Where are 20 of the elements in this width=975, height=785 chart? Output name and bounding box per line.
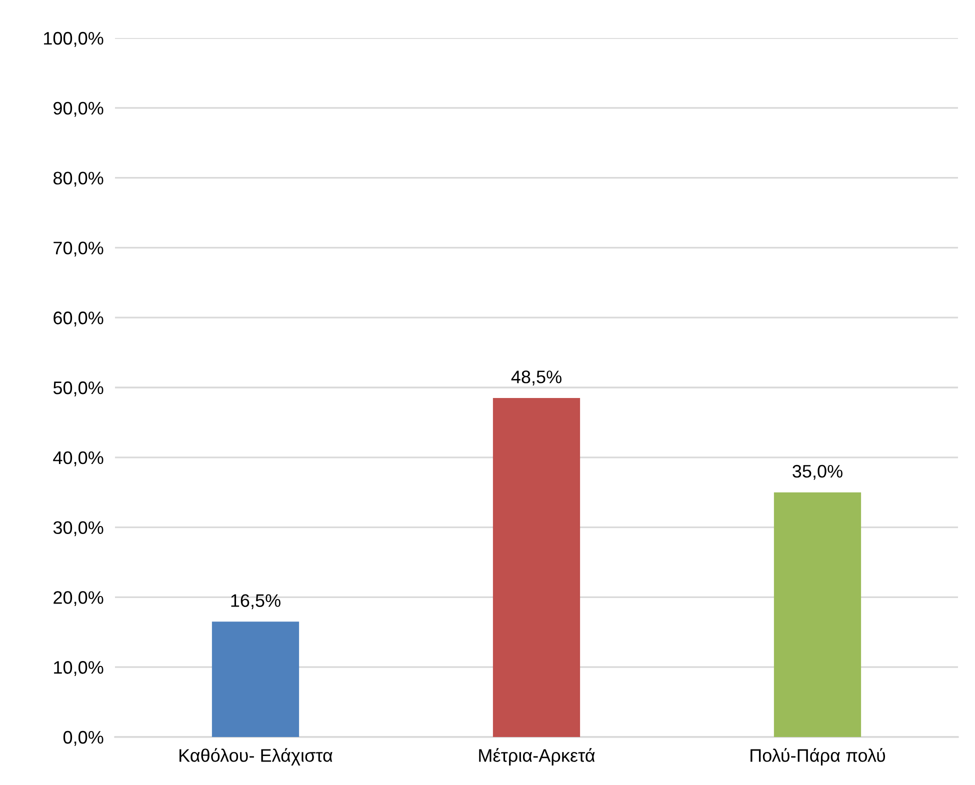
bar [212,622,300,737]
y-tick-label: 60,0% [54,312,104,326]
bar [492,398,580,737]
y-tick-label: 0,0% [63,730,104,746]
x-tick-label: Πολύ-Πάρα πολύ [750,748,886,766]
y-tick-label: 80,0% [53,172,104,187]
y-tick-label: 50,0% [53,381,104,396]
y-tick-label: 20,0% [54,591,104,606]
bar [774,492,862,737]
y-tick-label: 100,0% [44,32,104,47]
y-tick-label: 70,0% [54,242,104,257]
x-tick-label: Καθόλου- Ελάχιστα [180,748,332,766]
y-tick-label: 40,0% [53,451,104,466]
data-label: 16,5% [231,594,280,610]
data-label: 35,0% [792,464,842,480]
x-tick-label: Μέτρια-Αρκετά [479,748,595,766]
y-tick-label: 30,0% [53,521,104,536]
data-label: 48,5% [511,370,562,386]
y-tick-label: 10,0% [54,661,104,676]
y-tick-label: 90,0% [54,102,104,117]
